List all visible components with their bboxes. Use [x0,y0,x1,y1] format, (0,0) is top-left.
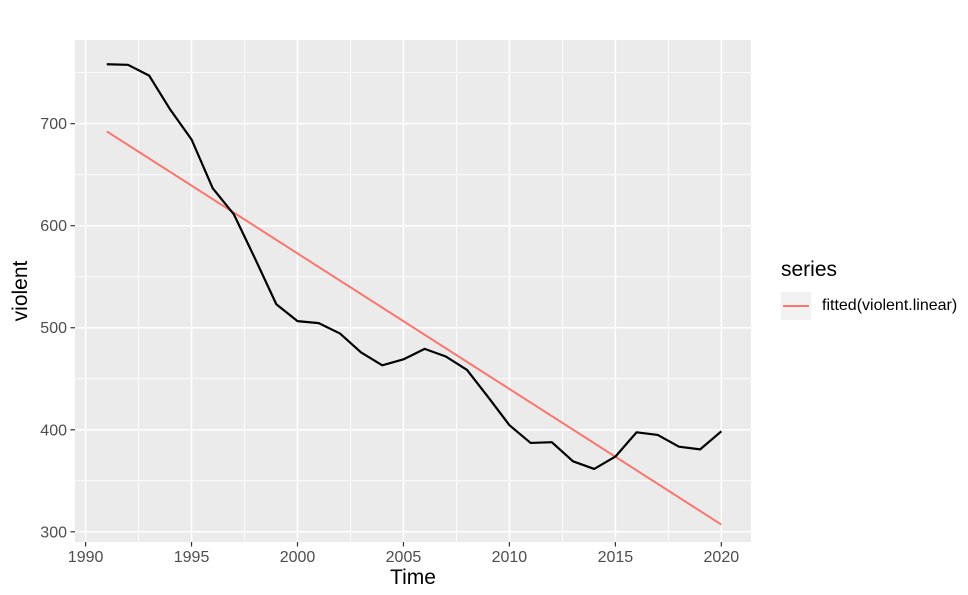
y-axis-title: violent [9,260,32,322]
x-tick-label: 2000 [280,549,316,566]
x-tick-label: 2015 [598,549,634,566]
y-tick-label: 500 [40,320,67,337]
legend-label: fitted(violent.linear) [822,297,958,315]
legend-key [781,292,811,321]
y-tick-label: 400 [40,422,67,439]
y-tick-label: 600 [40,218,67,235]
legend-key-line-icon [783,305,809,308]
x-axis-title: Time [390,566,436,589]
x-tick-label: 1995 [174,549,210,566]
x-tick-label: 2005 [386,549,422,566]
x-tick-label: 2010 [492,549,528,566]
panel-background [75,40,751,542]
x-tick-label: 1990 [68,549,104,566]
legend-title: series [781,258,838,281]
series-line-violent [106,63,723,471]
y-tick-label: 300 [40,524,67,541]
legend: series fitted(violent.linear) [781,257,958,321]
x-tick-label: 2020 [704,549,740,566]
y-tick-label: 700 [40,116,67,133]
legend-entry: fitted(violent.linear) [781,292,958,321]
series-line-fitted-violent-linear- [106,130,722,526]
